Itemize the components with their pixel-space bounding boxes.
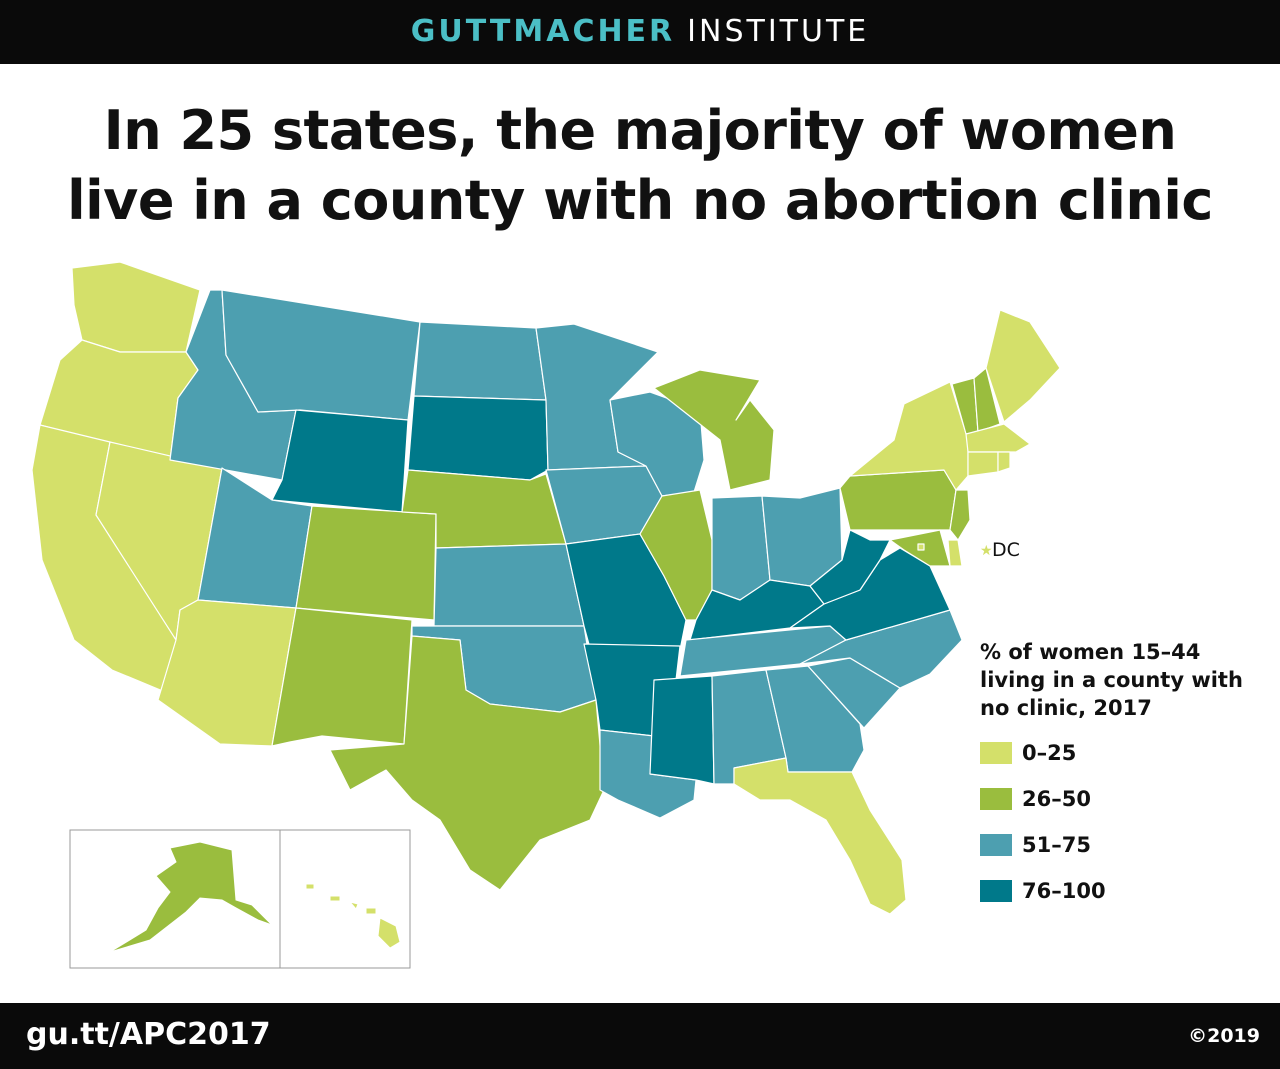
legend-swatch: [980, 788, 1012, 810]
state-TX: [329, 635, 605, 891]
state-MT: [221, 289, 421, 421]
state-WY: [271, 409, 409, 513]
state-MI: [653, 369, 775, 491]
state-ME: [985, 309, 1061, 423]
alaska-inset: [69, 829, 281, 969]
state-CT: [967, 451, 999, 477]
legend-item: 26–50: [980, 776, 1270, 822]
dc-marker-icon: ★: [980, 542, 993, 558]
state-SD: [407, 395, 549, 481]
dc-label: DC: [992, 539, 1020, 561]
state-AK: [109, 841, 273, 953]
map-title: In 25 states, the majority of women live…: [0, 96, 1280, 236]
state-NM: [271, 607, 413, 747]
brand-logo: GUTTMACHER INSTITUTE: [411, 17, 869, 47]
state-MS: [649, 675, 715, 785]
state-WA: [71, 261, 201, 353]
legend-item: 76–100: [980, 868, 1270, 914]
legend-swatch: [980, 834, 1012, 856]
legend-swatch: [980, 880, 1012, 902]
state-IN: [711, 495, 771, 601]
state-RI: [997, 451, 1011, 473]
legend-label: 51–75: [1022, 833, 1091, 857]
legend-item: 51–75: [980, 822, 1270, 868]
state-DC: [917, 543, 925, 551]
title-line-1: In 25 states, the majority of women: [103, 99, 1177, 162]
legend-item: 0–25: [980, 730, 1270, 776]
legend-label: 0–25: [1022, 741, 1077, 765]
brand-name-strong: GUTTMACHER: [410, 14, 676, 49]
hawaii-inset: [279, 829, 411, 969]
legend-label: 26–50: [1022, 787, 1091, 811]
state-CO: [295, 505, 437, 621]
legend-title: % of women 15–44 living in a county with…: [980, 640, 1243, 720]
header-bar: GUTTMACHER INSTITUTE: [0, 0, 1280, 64]
state-PA: [839, 469, 957, 531]
brand-name-light: INSTITUTE: [687, 14, 870, 49]
state-NJ: [949, 489, 971, 541]
legend-swatch: [980, 742, 1012, 764]
dc-callout: ★ DC: [980, 539, 1020, 561]
state-NH: [973, 367, 1001, 433]
title-line-2: live in a county with no abortion clinic: [67, 169, 1213, 232]
legend-label: 76–100: [1022, 879, 1106, 903]
map-legend: % of women 15–44 living in a county with…: [980, 638, 1270, 914]
short-url-link[interactable]: gu.tt/APC2017: [26, 1017, 271, 1052]
state-KS: [433, 543, 585, 627]
state-HI: [305, 883, 401, 949]
copyright-notice: ©2019: [1188, 1025, 1260, 1047]
us-choropleth-map: ★ DC: [0, 250, 1280, 990]
footer-bar: gu.tt/APC2017 ©2019: [0, 1003, 1280, 1069]
state-FL: [733, 757, 907, 915]
state-ND: [413, 321, 547, 401]
state-DE: [947, 539, 963, 567]
legend-items: 0–25 26–50 51–75 76–100: [980, 730, 1270, 914]
state-MA: [965, 423, 1031, 453]
